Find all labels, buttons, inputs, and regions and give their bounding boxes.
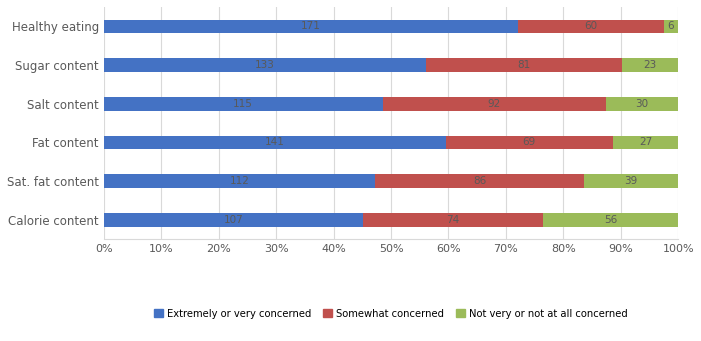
Text: 171: 171 (301, 21, 321, 31)
Bar (375, 174, 584, 188)
Text: 133: 133 (255, 60, 275, 70)
Bar (518, 19, 664, 33)
Bar (543, 213, 679, 227)
Text: 141: 141 (265, 137, 285, 147)
Bar (664, 19, 679, 33)
Text: 115: 115 (233, 99, 253, 109)
Text: 6: 6 (667, 21, 674, 31)
Bar (446, 136, 613, 149)
Text: 39: 39 (625, 176, 638, 186)
Bar (104, 58, 426, 72)
Text: 107: 107 (224, 215, 243, 225)
Text: 69: 69 (522, 137, 536, 147)
Bar (606, 97, 679, 110)
Text: 74: 74 (447, 215, 459, 225)
Bar (613, 136, 679, 149)
Bar (363, 213, 543, 227)
Bar (622, 58, 679, 72)
Text: 30: 30 (635, 99, 648, 109)
Text: 56: 56 (604, 215, 617, 225)
Bar (104, 213, 363, 227)
Bar (383, 97, 606, 110)
Text: 92: 92 (487, 99, 501, 109)
Text: 27: 27 (639, 137, 652, 147)
Text: 60: 60 (585, 21, 597, 31)
Legend: Extremely or very concerned, Somewhat concerned, Not very or not at all concerne: Extremely or very concerned, Somewhat co… (150, 305, 632, 323)
Bar (104, 97, 383, 110)
Text: 81: 81 (518, 60, 531, 70)
Text: 86: 86 (473, 176, 486, 186)
Bar (104, 136, 446, 149)
Bar (104, 174, 375, 188)
Text: 23: 23 (644, 60, 657, 70)
Bar (426, 58, 622, 72)
Text: 112: 112 (230, 176, 250, 186)
Bar (584, 174, 679, 188)
Bar (104, 19, 518, 33)
